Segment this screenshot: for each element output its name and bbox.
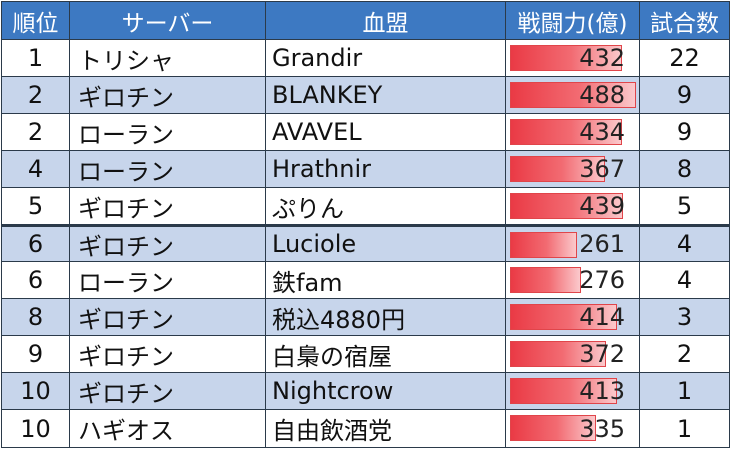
server-cell: ローラン	[70, 262, 266, 298]
power-bar	[510, 341, 606, 367]
table-row: 2 ギロチン BLANKEY 488 9	[2, 77, 729, 114]
clan-cell: Luciole	[266, 227, 506, 261]
clan-cell: 自由飲酒党	[266, 410, 506, 447]
header-power: 戦闘力(億)	[506, 2, 640, 39]
power-cell: 261	[506, 227, 640, 261]
header-matches: 試合数	[650, 10, 719, 37]
power-value: 335	[579, 414, 625, 443]
power-bar	[510, 267, 581, 293]
power-value: 261	[579, 230, 625, 258]
server-cell: ギロチン	[70, 373, 266, 409]
power-bar	[510, 193, 623, 219]
matches-cell: 4	[676, 230, 693, 258]
power-value: 434	[579, 118, 625, 146]
clan-cell: BLANKEY	[266, 77, 506, 113]
power-value: 367	[579, 155, 625, 183]
header-clan: 血盟	[266, 2, 506, 39]
rank-cell: 2	[2, 114, 70, 150]
matches-cell: 4	[676, 266, 693, 294]
power-value: 488	[579, 81, 625, 109]
table-row: 10 ギロチン Nightcrow 413 1	[2, 373, 729, 410]
clan-cell: 税込4880円	[266, 299, 506, 335]
matches-cell: 8	[676, 155, 693, 183]
table-row: 10 ハギオス 自由飲酒党 335 1	[2, 410, 729, 447]
rank-cell: 1	[2, 40, 70, 76]
rank-cell: 8	[2, 299, 70, 335]
clan-cell: Grandir	[266, 40, 506, 76]
power-cell: 434	[506, 114, 640, 150]
table-row: 4 ローラン Hrathnir 367 8	[2, 151, 729, 188]
matches-cell: 9	[676, 118, 693, 146]
server-cell: ギロチン	[70, 299, 266, 335]
power-bar	[510, 119, 622, 145]
power-value: 372	[579, 340, 625, 368]
server-cell: ローラン	[70, 114, 266, 150]
power-value: 432	[579, 44, 625, 72]
server-cell: ハギオス	[70, 410, 266, 447]
rank-cell: 6	[2, 227, 70, 261]
header-rank: 順位	[2, 2, 70, 39]
rank-cell: 9	[2, 336, 70, 372]
power-value: 413	[579, 377, 625, 405]
power-cell: 414	[506, 299, 640, 335]
server-cell: ギロチン	[70, 188, 266, 224]
power-bar	[510, 378, 617, 404]
table-row: 1 トリシャ Grandir 432 22	[2, 40, 729, 77]
rank-cell: 5	[2, 188, 70, 224]
matches-cell: 2	[676, 340, 693, 368]
matches-cell: 5	[676, 192, 693, 220]
server-cell: ローラン	[70, 151, 266, 187]
power-cell: 432	[506, 40, 640, 76]
rank-cell: 10	[2, 410, 70, 447]
power-cell: 439	[506, 188, 640, 224]
table-row: 2 ローラン AVAVEL 434 9	[2, 114, 729, 151]
table-row: 5 ギロチン ぷりん 439 5	[2, 188, 729, 225]
power-cell: 372	[506, 336, 640, 372]
clan-cell: 鉄fam	[266, 262, 506, 298]
power-bar	[510, 156, 605, 182]
rank-cell: 4	[2, 151, 70, 187]
power-cell: 367	[506, 151, 640, 187]
server-cell: ギロチン	[70, 336, 266, 372]
power-bar	[510, 304, 617, 330]
table-row: 6 ローラン 鉄fam 276 4	[2, 262, 729, 299]
matches-cell: 9	[676, 81, 693, 109]
table-row: 6 ギロチン Luciole 261 4	[2, 225, 729, 262]
power-bar	[510, 82, 636, 108]
power-value: 414	[579, 303, 625, 331]
power-bar	[510, 232, 577, 258]
header-server: サーバー	[70, 2, 266, 39]
matches-cell: 22	[669, 44, 700, 72]
clan-cell: Hrathnir	[266, 151, 506, 187]
table-row: 9 ギロチン 白梟の宿屋 372 2	[2, 336, 729, 373]
power-bar	[510, 415, 596, 441]
rank-cell: 10	[2, 373, 70, 409]
power-value: 439	[579, 192, 625, 220]
power-cell: 276	[506, 262, 640, 298]
power-bar	[510, 45, 622, 71]
power-cell: 413	[506, 373, 640, 409]
power-cell: 488	[506, 77, 640, 113]
clan-cell: Nightcrow	[266, 373, 506, 409]
clan-cell: 白梟の宿屋	[266, 336, 506, 372]
clan-cell: AVAVEL	[266, 114, 506, 150]
rank-cell: 6	[2, 262, 70, 298]
server-cell: トリシャ	[70, 40, 266, 76]
matches-cell: 1	[676, 414, 693, 443]
table-row: 8 ギロチン 税込4880円 414 3	[2, 299, 729, 336]
power-value: 276	[579, 266, 625, 294]
server-cell: ギロチン	[70, 227, 266, 261]
table-header: 順位 サーバー 血盟 戦闘力(億) 試合数	[2, 2, 729, 40]
server-cell: ギロチン	[70, 77, 266, 113]
matches-cell: 1	[676, 377, 693, 405]
rank-cell: 2	[2, 77, 70, 113]
clan-cell: ぷりん	[266, 188, 506, 224]
power-cell: 335	[506, 410, 640, 447]
matches-cell: 3	[676, 303, 693, 331]
